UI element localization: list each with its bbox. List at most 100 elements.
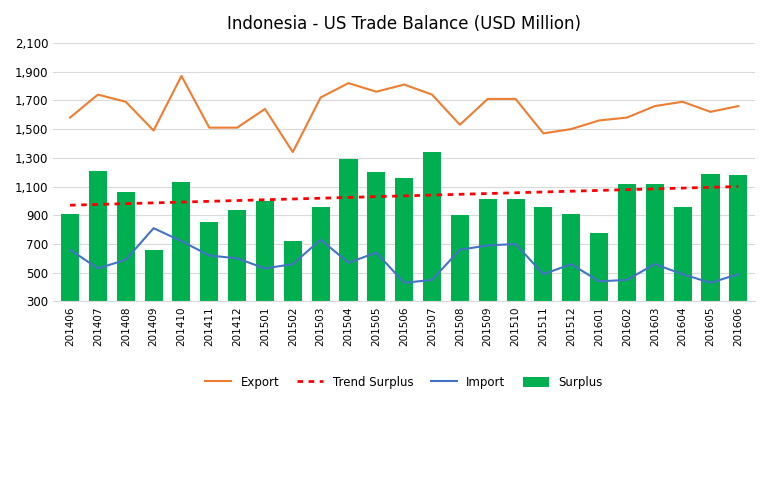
Bar — [284, 241, 302, 301]
Export — [567, 126, 576, 132]
Bar — [228, 210, 246, 301]
Import — [177, 238, 186, 244]
Import — [93, 266, 102, 272]
Import — [539, 271, 548, 277]
Import — [567, 261, 576, 267]
Trend Surplus — [539, 189, 548, 195]
Line: Trend Surplus: Trend Surplus — [70, 187, 738, 205]
Trend Surplus — [344, 195, 353, 201]
Bar — [145, 250, 162, 301]
Trend Surplus — [372, 194, 381, 200]
Export — [177, 73, 186, 79]
Trend Surplus — [260, 197, 269, 203]
Bar — [729, 175, 748, 301]
Trend Surplus — [177, 199, 186, 205]
Bar — [479, 200, 497, 301]
Import — [706, 280, 715, 286]
Bar — [117, 192, 135, 301]
Import — [511, 241, 521, 247]
Export — [121, 99, 130, 105]
Bar — [89, 171, 107, 301]
Bar — [312, 207, 330, 301]
Bar — [61, 214, 79, 301]
Import — [400, 280, 409, 286]
Import — [65, 247, 75, 253]
Export — [539, 130, 548, 136]
Trend Surplus — [706, 184, 715, 190]
Export — [344, 80, 353, 86]
Trend Surplus — [316, 195, 325, 201]
Trend Surplus — [455, 191, 464, 197]
Import — [344, 260, 353, 266]
Legend: Export, Trend Surplus, Import, Surplus: Export, Trend Surplus, Import, Surplus — [200, 371, 608, 394]
Trend Surplus — [594, 188, 604, 194]
Trend Surplus — [149, 200, 158, 206]
Import — [734, 271, 743, 277]
Export — [511, 96, 521, 102]
Import — [594, 278, 604, 284]
Line: Import: Import — [70, 228, 738, 283]
Bar — [618, 184, 636, 301]
Trend Surplus — [678, 185, 688, 191]
Import — [288, 261, 297, 267]
Export — [427, 92, 437, 98]
Import — [483, 242, 492, 248]
Export — [93, 92, 102, 98]
Bar — [256, 201, 274, 301]
Trend Surplus — [205, 198, 214, 204]
Bar — [674, 207, 691, 301]
Trend Surplus — [400, 193, 409, 199]
Import — [622, 277, 631, 283]
Export — [149, 127, 158, 133]
Bar — [340, 159, 357, 301]
Import — [455, 247, 464, 253]
Line: Export: Export — [70, 76, 738, 152]
Bar — [646, 184, 664, 301]
Trend Surplus — [233, 198, 242, 204]
Bar — [367, 172, 386, 301]
Bar — [507, 200, 524, 301]
Import — [427, 277, 437, 283]
Export — [650, 103, 659, 109]
Export — [316, 95, 325, 101]
Import — [678, 271, 688, 277]
Export — [455, 122, 464, 128]
Trend Surplus — [567, 188, 576, 194]
Import — [205, 253, 214, 259]
Export — [260, 106, 269, 112]
Bar — [562, 214, 581, 301]
Export — [734, 103, 743, 109]
Bar — [423, 152, 441, 301]
Trend Surplus — [288, 196, 297, 202]
Export — [706, 109, 715, 115]
Export — [483, 96, 492, 102]
Import — [316, 237, 325, 243]
Trend Surplus — [511, 190, 521, 196]
Export — [622, 115, 631, 121]
Bar — [450, 215, 469, 301]
Export — [400, 81, 409, 88]
Bar — [590, 232, 608, 301]
Import — [121, 257, 130, 263]
Export — [65, 115, 75, 121]
Export — [233, 125, 242, 131]
Bar — [200, 222, 219, 301]
Bar — [172, 182, 190, 301]
Export — [594, 117, 604, 123]
Bar — [395, 178, 413, 301]
Trend Surplus — [483, 191, 492, 197]
Trend Surplus — [121, 201, 130, 207]
Trend Surplus — [622, 187, 631, 193]
Bar — [701, 174, 719, 301]
Import — [650, 261, 659, 267]
Export — [372, 89, 381, 95]
Trend Surplus — [650, 186, 659, 192]
Export — [678, 99, 688, 105]
Import — [372, 249, 381, 256]
Bar — [534, 207, 552, 301]
Export — [205, 125, 214, 131]
Export — [288, 149, 297, 155]
Trend Surplus — [93, 201, 102, 207]
Trend Surplus — [65, 202, 75, 208]
Title: Indonesia - US Trade Balance (USD Million): Indonesia - US Trade Balance (USD Millio… — [227, 15, 581, 33]
